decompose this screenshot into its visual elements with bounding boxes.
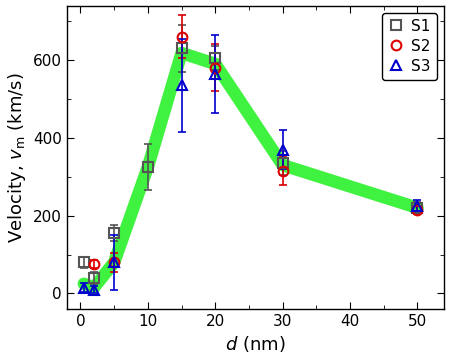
S3 <box>212 72 218 76</box>
S1 <box>212 56 218 60</box>
S2 <box>415 208 420 212</box>
S3 <box>112 260 117 265</box>
S3 <box>415 204 420 208</box>
S1 <box>280 161 285 165</box>
Line: S1: S1 <box>79 44 423 283</box>
S1 <box>415 206 420 210</box>
S1 <box>179 46 184 50</box>
Y-axis label: Velocity, $v_\mathrm{m}$ (km/s): Velocity, $v_\mathrm{m}$ (km/s) <box>5 72 27 243</box>
S1 <box>91 276 97 280</box>
S2 <box>212 66 218 70</box>
S3 <box>179 83 184 87</box>
S3 <box>91 287 97 292</box>
S1 <box>112 231 117 235</box>
S2 <box>112 260 117 265</box>
S1 <box>81 260 86 265</box>
Line: S3: S3 <box>79 69 423 294</box>
S1 <box>145 165 151 169</box>
S2 <box>91 262 97 266</box>
S3 <box>81 285 86 290</box>
Line: S2: S2 <box>89 32 423 269</box>
Legend: S1, S2, S3: S1, S2, S3 <box>382 13 437 80</box>
X-axis label: $d$ (nm): $d$ (nm) <box>225 334 286 355</box>
S3 <box>280 147 285 152</box>
S2 <box>280 169 285 173</box>
S2 <box>179 35 184 39</box>
